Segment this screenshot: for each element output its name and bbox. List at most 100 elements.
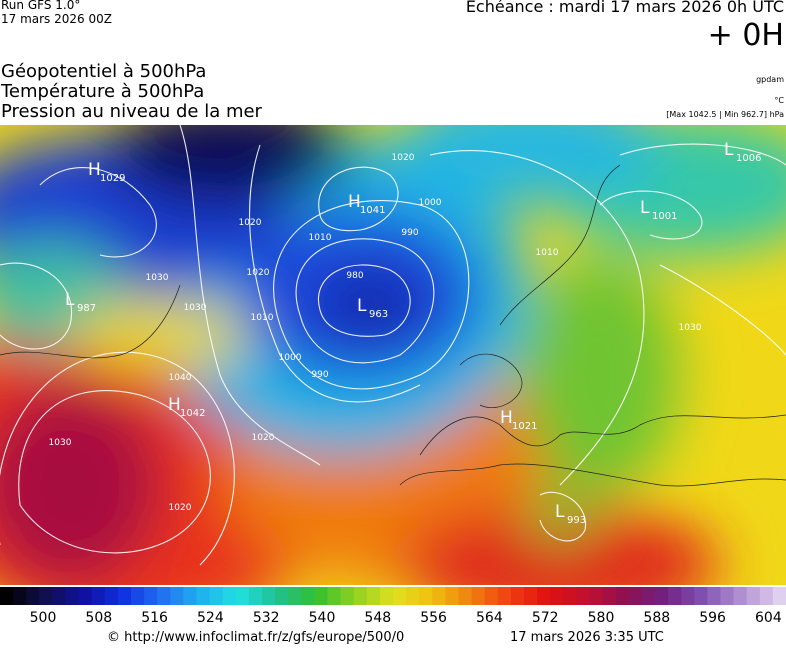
- colorbar-swatch: [537, 587, 551, 605]
- isobar-label: 990: [311, 370, 328, 380]
- isobar-label: 1020: [252, 433, 275, 443]
- colorbar-swatch: [275, 587, 289, 605]
- unit: [Max 1042.5 | Min 962.7] hPa: [666, 110, 784, 119]
- colorbar-swatch: [366, 587, 381, 605]
- colorbar-labels: 500 508 516 524 532 540 548 556 564 572 580 588 596 6…: [0, 608, 786, 628]
- colorbar-swatch: [484, 587, 499, 605]
- colorbar-swatch: [393, 587, 407, 605]
- colorbar-swatch: [655, 587, 669, 605]
- isobar-label: 1040: [169, 373, 192, 383]
- colorbar-swatch: [248, 587, 263, 605]
- colorbar-swatch: [668, 587, 682, 605]
- colorbar-label: 580: [587, 610, 615, 626]
- colorbar-swatch: [563, 587, 577, 605]
- colorbar-label: 556: [420, 610, 447, 626]
- isobar-label: 1020: [239, 218, 262, 228]
- colorbar-swatch: [327, 587, 342, 605]
- colorbar-label: 532: [252, 610, 280, 626]
- run-date: 17 mars 2026 00Z: [1, 12, 112, 26]
- pressure-value: 1006: [736, 153, 761, 164]
- colorbar-swatch: [222, 587, 237, 605]
- colorbar-swatch: [707, 587, 721, 605]
- colorbar-label: 564: [476, 610, 503, 626]
- colorbar-swatch: [589, 587, 604, 605]
- colorbar-swatch: [353, 587, 368, 605]
- temperature-field: [0, 125, 786, 585]
- colorbar-swatch: [0, 587, 14, 605]
- colorbar-swatch: [288, 587, 302, 605]
- colorbar-swatch: [641, 587, 656, 605]
- colorbar-swatch: [746, 587, 761, 605]
- colorbar-swatch: [39, 587, 53, 605]
- colorbar-swatch: [91, 587, 106, 605]
- isobar-label: 1000: [279, 353, 302, 363]
- colorbar-label: 596: [699, 610, 726, 626]
- colorbar-swatch: [576, 587, 590, 605]
- isobar-label: 980: [346, 271, 363, 281]
- pressure-letter: L: [357, 296, 367, 316]
- pressure-letter: L: [640, 198, 650, 218]
- colorbar-label: 516: [141, 610, 168, 626]
- colorbar-swatch: [379, 587, 394, 605]
- colorbar-label: 572: [531, 610, 559, 626]
- colorbar: [0, 587, 786, 605]
- colorbar-swatch: [26, 587, 40, 605]
- pressure-letter: H: [88, 160, 101, 180]
- pressure-value: 1021: [512, 421, 537, 432]
- pressure-value: 987: [77, 303, 96, 314]
- colorbar-swatch: [615, 587, 630, 605]
- pressure-letter: L: [724, 140, 734, 160]
- colorbar-swatch: [301, 587, 315, 605]
- pressure-value: 1029: [100, 173, 125, 184]
- colorbar-swatch: [78, 587, 93, 605]
- colorbar-swatch: [406, 587, 420, 605]
- run-label: Run GFS 1.0°: [1, 0, 81, 12]
- colorbar-swatch: [497, 587, 512, 605]
- coastlines: [0, 164, 786, 487]
- colorbar-swatch: [681, 587, 695, 605]
- unit: gpdam: [756, 75, 784, 84]
- colorbar-label: 500: [29, 610, 57, 626]
- unit: °C: [774, 96, 784, 105]
- colorbar-swatch: [772, 587, 786, 605]
- forecast-time: Echéance : mardi 17 mars 2026 0h UTC: [465, 0, 784, 16]
- colorbar-swatch: [759, 587, 774, 605]
- colorbar-swatch: [144, 587, 158, 605]
- isobar-label: 1020: [247, 268, 270, 278]
- colorbar-swatch: [628, 587, 643, 605]
- colorbar-label: 548: [364, 610, 392, 626]
- colorbar-swatch: [458, 587, 473, 605]
- isobar-label: 1010: [536, 248, 559, 258]
- timestamp: 17 mars 2026 3:35 UTC: [510, 630, 664, 645]
- colorbar-swatch: [183, 587, 197, 605]
- colorbar-swatch: [524, 587, 538, 605]
- pressure-value: 963: [369, 309, 388, 320]
- colorbar-swatch: [13, 587, 27, 605]
- colorbar-swatch: [694, 587, 708, 605]
- colorbar-swatch: [314, 587, 328, 605]
- colorbar-label: 524: [197, 610, 224, 626]
- colorbar-swatch: [510, 587, 525, 605]
- colorbar-swatch: [432, 587, 446, 605]
- colorbar-swatch: [445, 587, 459, 605]
- isobar-label: 1000: [419, 198, 442, 208]
- colorbar-swatch: [550, 587, 564, 605]
- isobar-label: 1020: [169, 503, 192, 513]
- pressure-value: 1042: [180, 408, 205, 419]
- colorbar-swatch: [52, 587, 66, 605]
- source: © http://www.infoclimat.fr/z/gfs/europe/…: [107, 630, 405, 645]
- isobar-label: 1030: [146, 273, 169, 283]
- pressure-value: 1041: [360, 205, 385, 216]
- colorbar-swatch: [340, 587, 355, 605]
- colorbar-swatch: [419, 587, 433, 605]
- colorbar-swatch: [65, 587, 80, 605]
- isobar-label: 1030: [49, 438, 72, 448]
- isobar-label: 1010: [309, 233, 332, 243]
- field-title: Température à 500hPa: [1, 81, 205, 102]
- colorbar-swatch: [209, 587, 224, 605]
- pressure-letter: L: [555, 502, 565, 522]
- isobar-label: 1010: [251, 313, 274, 323]
- pressure-value: 1001: [652, 211, 677, 222]
- isobar-label: 1030: [679, 323, 702, 333]
- colorbar-label: 588: [643, 610, 671, 626]
